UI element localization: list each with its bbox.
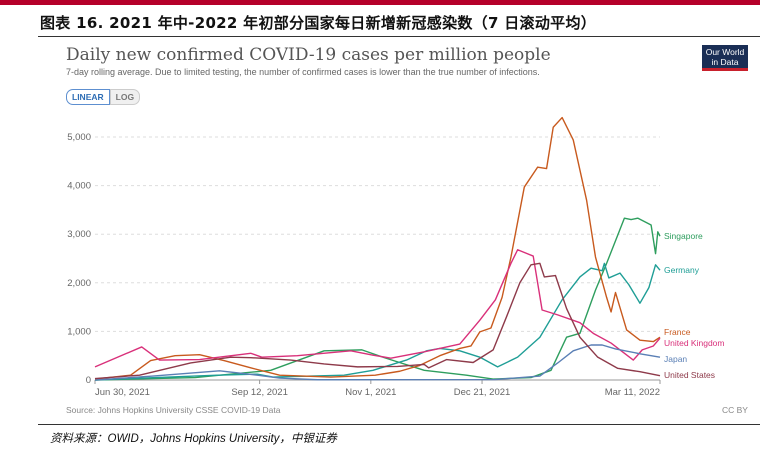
owid-logo[interactable]: Our World in Data (702, 45, 748, 71)
scale-toggle: LINEAR LOG (66, 89, 141, 105)
logo-line: in Data (711, 57, 739, 67)
chart-subtitle: 7-day rolling average. Due to limited te… (66, 67, 540, 77)
series-line-germany (94, 262, 661, 381)
source-note: Source: Johns Hopkins University CSSE CO… (66, 405, 281, 415)
x-tick-label: Nov 1, 2021 (345, 387, 396, 398)
linear-button[interactable]: LINEAR (66, 89, 110, 105)
license-link[interactable]: CC BY (722, 405, 748, 415)
chart-title: Daily new confirmed COVID-19 cases per m… (66, 45, 551, 65)
divider (38, 424, 760, 425)
series-line-singapore (94, 217, 661, 381)
series-line-united-kingdom (94, 249, 661, 368)
footnote: 资料来源：OWID，Johns Hopkins University，中银证券 (50, 433, 337, 445)
x-tick-label: Jun 30, 2021 (95, 387, 150, 398)
y-tick-label: 3,000 (67, 229, 91, 240)
header-bar (0, 0, 760, 5)
series-label-united-states: United States (664, 370, 715, 380)
y-tick-label: 1,000 (67, 326, 91, 337)
logo-line: Our World (705, 47, 745, 57)
series-label-france: France (664, 327, 691, 337)
series-line-japan (94, 344, 661, 381)
x-tick-label: Sep 12, 2021 (231, 387, 288, 398)
y-tick-label: 2,000 (67, 278, 91, 289)
y-tick-label: 0 (86, 375, 91, 386)
series-label-singapore: Singapore (664, 231, 703, 241)
series-label-germany: Germany (664, 265, 700, 275)
log-button[interactable]: LOG (109, 89, 141, 105)
series-line-united-states (94, 262, 661, 380)
x-tick-label: Dec 21, 2021 (454, 387, 511, 398)
y-tick-label: 4,000 (67, 181, 91, 192)
series-label-japan: Japan (664, 354, 687, 364)
x-tick-label: Mar 11, 2022 (605, 387, 660, 398)
figure-title: 图表 16. 2021 年中-2022 年初部分国家每日新增新冠感染数（7 日滚… (40, 14, 597, 32)
series-label-united-kingdom: United Kingdom (664, 338, 724, 348)
y-tick-label: 5,000 (67, 132, 91, 143)
series-line-france (94, 116, 661, 380)
divider (38, 36, 760, 37)
